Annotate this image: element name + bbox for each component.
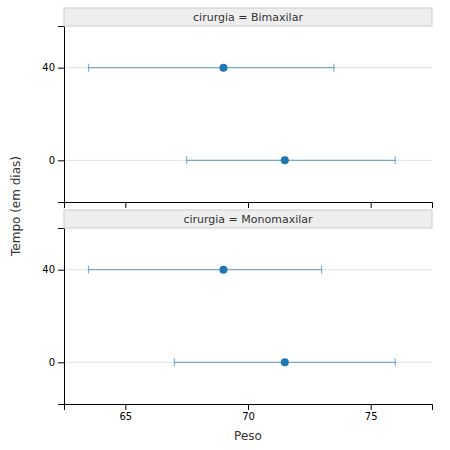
x-axis-title: Peso — [234, 429, 262, 443]
y-tick: 0 — [49, 357, 64, 368]
error-bar-cap — [88, 266, 89, 274]
y-axis-line — [58, 229, 65, 405]
y-tick-mark — [58, 362, 64, 363]
error-bar-line — [89, 67, 334, 68]
strip-background — [64, 210, 432, 228]
y-axis-line — [58, 27, 65, 203]
chart: 0 40 cirurgia = Bimaxilar Tempo (em dias) 0 4… — [0, 0, 450, 450]
strip-background — [64, 8, 432, 26]
grid — [64, 68, 432, 161]
strip-title: cirurgia = Bimaxilar — [193, 11, 303, 24]
x-tick — [125, 202, 126, 208]
error-bar — [174, 358, 395, 366]
error-bar — [89, 266, 322, 274]
error-bar-cap — [333, 64, 334, 72]
error-bar — [89, 64, 334, 72]
y-tick: 40 — [42, 264, 64, 275]
error-bar-line — [89, 269, 322, 270]
grid-line — [64, 362, 432, 363]
error-bar-cap — [174, 358, 175, 366]
x-axis — [65, 202, 433, 208]
y-tick-mark — [58, 160, 64, 161]
y-tick: 40 — [42, 62, 64, 73]
y-tick-mark — [58, 68, 64, 69]
grid-line — [64, 160, 432, 161]
x-tick — [248, 202, 249, 208]
x-tick-label: 65 — [119, 411, 132, 422]
x-tick — [371, 202, 372, 208]
panel: 0 40 65 70 75 — [42, 229, 432, 423]
grid-line — [64, 269, 432, 270]
marks — [89, 64, 396, 165]
grid — [64, 270, 432, 363]
x-tick: 65 — [119, 404, 132, 422]
x-axis-line — [65, 203, 433, 209]
panel: 0 40 — [42, 27, 432, 209]
error-bar-cap — [395, 358, 396, 366]
point — [219, 266, 227, 274]
x-tick-label: 70 — [242, 411, 255, 422]
x-tick-mark — [125, 404, 126, 410]
x-tick: 70 — [242, 404, 255, 422]
x-tick-mark — [248, 404, 249, 410]
point — [281, 358, 289, 366]
y-tick-label: 0 — [49, 357, 55, 368]
x-tick-mark — [125, 202, 126, 208]
strip: cirurgia = Monomaxilar — [64, 210, 432, 228]
x-tick-mark — [371, 404, 372, 410]
x-axis: 65 70 75 — [65, 404, 433, 422]
error-bar-cap — [186, 156, 187, 164]
x-axis-line — [65, 405, 433, 411]
error-bar — [187, 156, 396, 164]
error-bar-cap — [88, 64, 89, 72]
x-tick-mark — [248, 202, 249, 208]
error-bar-line — [187, 160, 396, 161]
x-tick-label: 75 — [365, 411, 378, 422]
y-tick-label: 40 — [42, 264, 55, 275]
strip-title: cirurgia = Monomaxilar — [183, 213, 313, 226]
y-tick-label: 40 — [42, 62, 55, 73]
y-axis: 0 40 — [42, 27, 64, 203]
error-bar-cap — [321, 266, 322, 274]
y-tick: 0 — [49, 155, 64, 166]
point — [219, 64, 227, 72]
x-tick: 75 — [365, 404, 378, 422]
strip: cirurgia = Bimaxilar — [64, 8, 432, 26]
x-tick-mark — [371, 202, 372, 208]
grid-line — [64, 67, 432, 68]
point — [281, 156, 289, 164]
y-tick-label: 0 — [49, 155, 55, 166]
marks — [89, 266, 396, 367]
error-bar-cap — [395, 156, 396, 164]
y-tick-mark — [58, 270, 64, 271]
y-axis: 0 40 — [42, 229, 64, 405]
y-axis-title: Tempo (em dias) — [9, 156, 23, 257]
